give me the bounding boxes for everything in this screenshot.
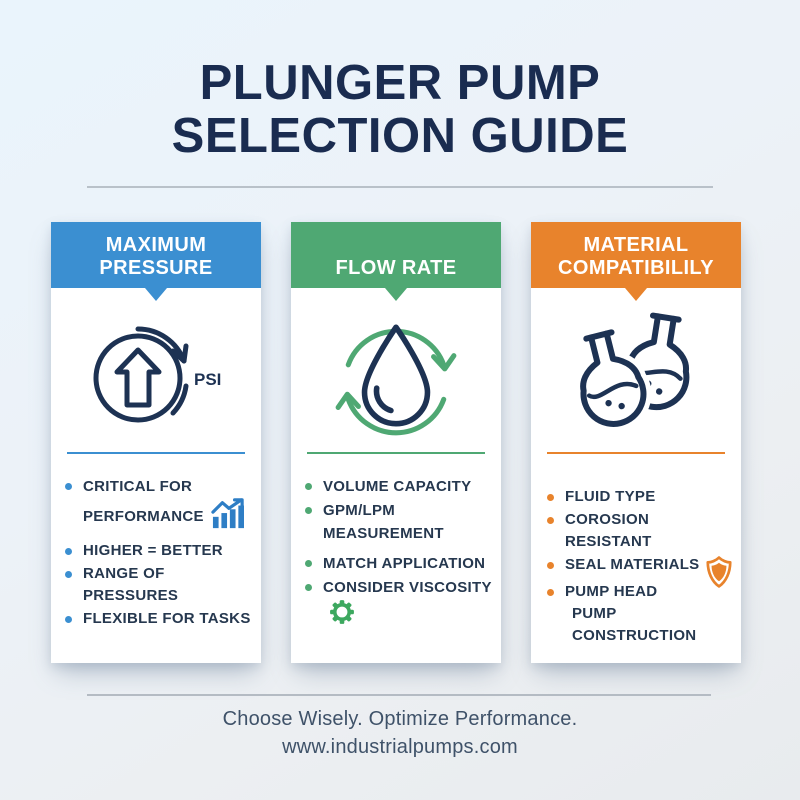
- list-item: VOLUME CAPACITY: [305, 475, 497, 498]
- bullet-dot: [305, 483, 312, 490]
- pressure-bullet-list: CRITICAL FOR PERFORMANCE HIGHER = BETTER…: [51, 454, 261, 631]
- bullet-dot: [65, 483, 72, 490]
- card-divider: [547, 452, 725, 454]
- card-divider: [307, 452, 485, 454]
- pressure-up-arrow-icon: PSI: [93, 325, 221, 422]
- chemical-flasks-icon: [575, 312, 690, 432]
- list-item: MATCH APPLICATION: [305, 552, 497, 575]
- list-item: CRITICAL FOR PERFORMANCE: [65, 475, 257, 530]
- card-header-maximum-pressure: MAXIMUM PRESSURE: [51, 222, 261, 288]
- selection-columns: MAXIMUM PRESSURE PSI: [51, 222, 741, 663]
- card-header-flow-rate: FLOW RATE: [291, 222, 501, 288]
- bullet-dot: [65, 616, 72, 623]
- bullet-dot: [65, 571, 72, 578]
- pressure-icon-area: PSI: [51, 301, 261, 452]
- footer-website: www.industrialpumps.com: [282, 736, 518, 758]
- material-icon-area: [531, 301, 741, 452]
- card-header-line: MAXIMUM: [105, 234, 207, 256]
- card-header-line: PRESSURE: [99, 257, 213, 279]
- bullet-dot: [547, 494, 554, 501]
- card-header-line: MATERIAL: [583, 234, 689, 256]
- footer-tagline: Choose Wisely. Optimize Performance.: [222, 708, 578, 730]
- growth-chart-icon: [211, 498, 244, 529]
- list-item: FLEXIBLE FOR TASKS: [65, 608, 257, 630]
- title-line-2: SELECTION GUIDE: [171, 109, 629, 163]
- list-item: HIGHER = BETTER: [65, 540, 257, 562]
- bullet-dot: [65, 548, 72, 555]
- list-item: COROSION RESISTANT: [547, 509, 737, 553]
- header-pointer: [145, 288, 167, 301]
- bullet-dot: [305, 560, 312, 567]
- list-item: FLUID TYPE: [547, 486, 737, 508]
- psi-label: PSI: [194, 370, 221, 389]
- material-bullet-list: FLUID TYPE COROSION RESISTANT SEAL MATER…: [531, 454, 741, 648]
- bullet-dot: [305, 507, 312, 514]
- shield-icon: [706, 556, 733, 588]
- header-pointer: [385, 288, 407, 301]
- card-material-compatibility: MATERIAL COMPATIBILILY: [531, 222, 741, 663]
- water-drop-cycle-icon: [335, 323, 457, 435]
- bullet-dot: [547, 589, 554, 596]
- list-item: PUMP HEAD PUMP CONSTRUCTION: [547, 581, 737, 647]
- gear-icon: [330, 600, 354, 624]
- flow-icon-area: [291, 301, 501, 452]
- title-line-1: PLUNGER PUMP: [199, 56, 601, 110]
- flow-bullet-list: VOLUME CAPACITY GPM/LPM MEASUREMENT MATCH…: [291, 454, 501, 626]
- card-header-material-compatibility: MATERIAL COMPATIBILILY: [531, 222, 741, 288]
- card-divider: [67, 452, 245, 454]
- bullet-dot: [547, 517, 554, 524]
- card-flow-rate: FLOW RATE: [291, 222, 501, 663]
- header-divider: [87, 186, 713, 188]
- page-title: PLUNGER PUMP SELECTION GUIDE: [0, 57, 800, 163]
- list-item: GPM/LPM MEASUREMENT: [305, 499, 497, 545]
- bullet-dot: [305, 584, 312, 591]
- footer-divider: [87, 694, 711, 696]
- card-header-line: COMPATIBILILY: [558, 257, 714, 279]
- card-maximum-pressure: MAXIMUM PRESSURE PSI: [51, 222, 261, 663]
- list-item: CONSIDER VISCOSITY: [305, 576, 497, 625]
- list-item: RANGE OF PRESSURES: [65, 563, 257, 607]
- list-item: SEAL MATERIALS: [547, 554, 737, 588]
- header-pointer: [625, 288, 647, 301]
- bullet-dot: [547, 562, 554, 569]
- card-header-line: FLOW RATE: [335, 257, 457, 279]
